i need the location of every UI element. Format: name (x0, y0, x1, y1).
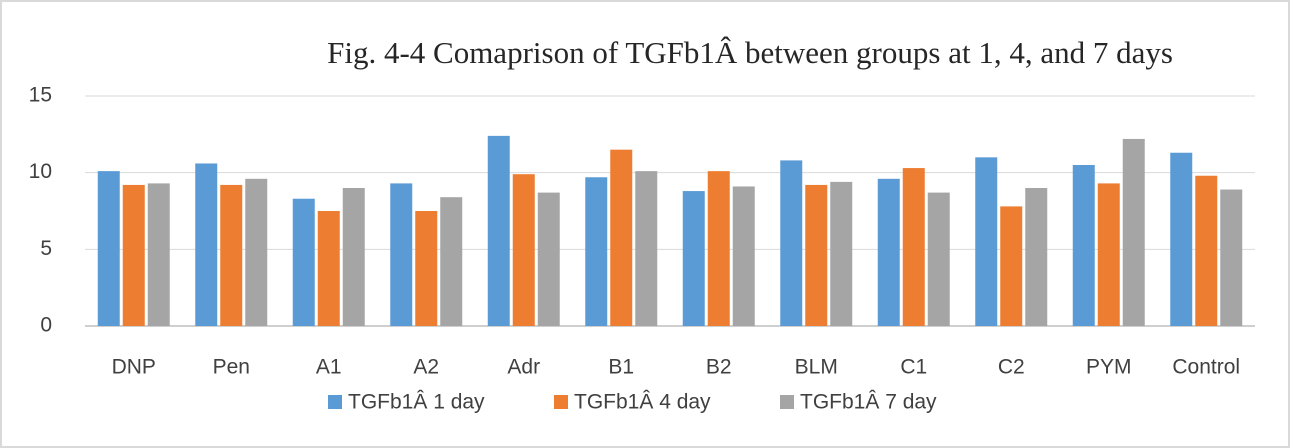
chart-title: Fig. 4-4 Comaprison of TGFb1Â between gr… (327, 35, 1173, 70)
bar (707, 171, 730, 326)
bar (245, 178, 268, 326)
bar (537, 192, 560, 326)
x-tick-label: C1 (900, 356, 927, 379)
x-tick-label: B1 (608, 356, 634, 379)
x-tick-label: B2 (706, 356, 732, 379)
x-tick-label: BLM (795, 356, 838, 379)
y-tick-label: 10 (29, 160, 52, 183)
bar (1097, 183, 1120, 326)
bar (1195, 175, 1218, 326)
bar (902, 168, 925, 326)
bar (830, 181, 853, 326)
x-tick-label: C2 (998, 356, 1025, 379)
bar (1170, 152, 1193, 326)
x-tick-label: A2 (413, 356, 439, 379)
x-tick-label: PYM (1086, 356, 1132, 379)
bar (635, 171, 658, 326)
bar (732, 186, 755, 326)
y-tick-label: 5 (40, 237, 52, 260)
bar (1072, 165, 1095, 326)
legend-swatch (780, 395, 794, 409)
legend-label: TGFb1Â 4 day (574, 391, 711, 414)
bar (585, 177, 608, 326)
bar (220, 184, 243, 326)
bar (682, 191, 705, 326)
legend-label: TGFb1Â 1 day (348, 391, 485, 414)
bar (927, 192, 950, 326)
x-tick-label: A1 (316, 356, 342, 379)
bar (877, 178, 900, 326)
x-tick-label: Adr (507, 356, 540, 379)
bar (487, 135, 510, 326)
bar (780, 160, 803, 326)
bar (1000, 206, 1023, 326)
bar (292, 198, 315, 326)
legend-label: TGFb1Â 7 day (800, 391, 937, 414)
bar (512, 174, 535, 326)
bar (195, 163, 218, 326)
y-tick-label: 0 (40, 314, 52, 337)
bar (1025, 188, 1048, 326)
legend-swatch (328, 395, 342, 409)
bar (122, 184, 145, 326)
legend-swatch (554, 395, 568, 409)
bar (342, 188, 365, 326)
bar (1220, 189, 1243, 326)
bar (317, 211, 340, 326)
bar (390, 183, 413, 326)
y-tick-label: 15 (29, 84, 52, 107)
bar (440, 197, 463, 326)
bar (1122, 138, 1145, 326)
bar (97, 171, 120, 326)
bar (147, 183, 170, 326)
bar (610, 149, 633, 326)
x-tick-label: DNP (112, 356, 156, 379)
bar (805, 184, 828, 326)
x-tick-label: Pen (213, 356, 250, 379)
bar (975, 157, 998, 326)
x-tick-label: Control (1172, 356, 1240, 379)
bar (415, 211, 438, 326)
